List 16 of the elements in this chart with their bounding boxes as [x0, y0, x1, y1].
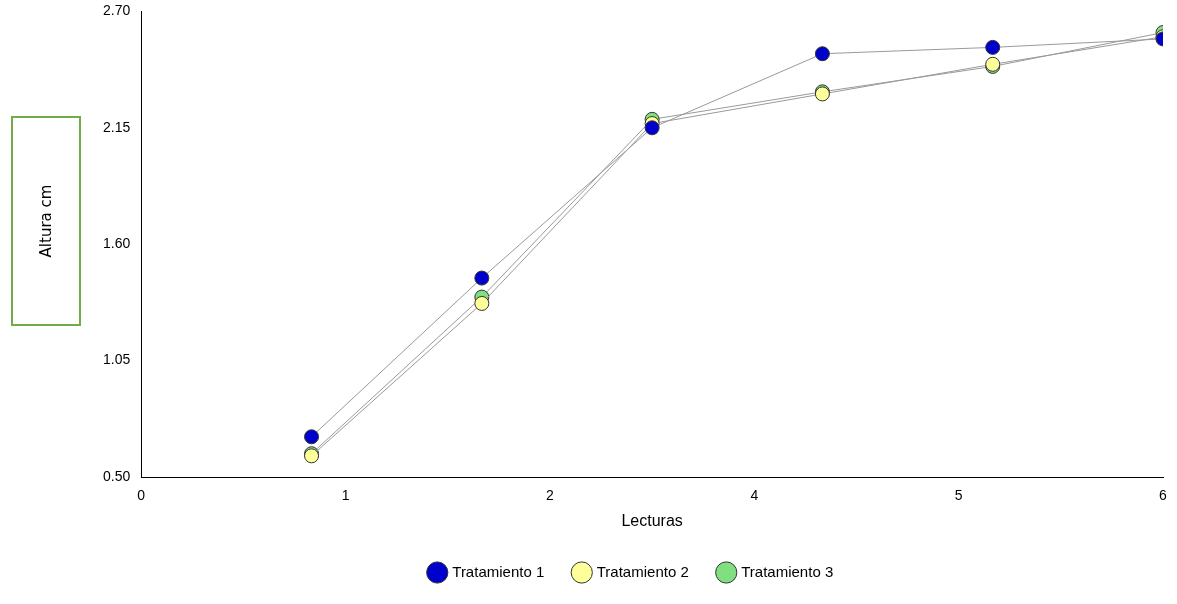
x-tick-label: 4 — [750, 487, 759, 504]
x-tick-label: 6 — [1159, 487, 1168, 504]
y-tick-label: 1.60 — [103, 235, 131, 252]
x-tick-label: 0 — [137, 487, 146, 504]
y-tick-label: 0.50 — [103, 467, 131, 484]
x-tick-label: 5 — [954, 487, 963, 504]
legend-label: Tratamiento 3 — [741, 562, 834, 580]
x-tick-label: 2 — [546, 487, 555, 504]
y-axis-title: Altura cm — [37, 184, 55, 258]
legend-label: Tratamiento 2 — [596, 562, 689, 580]
x-tick-label: 1 — [341, 487, 350, 504]
x-axis-title: Lecturas — [621, 511, 683, 529]
y-tick-label: 2.15 — [103, 118, 131, 135]
y-tick-label: 1.05 — [103, 351, 131, 368]
legend-label: Tratamiento 1 — [452, 562, 545, 580]
y-tick-label: 2.70 — [103, 2, 131, 19]
